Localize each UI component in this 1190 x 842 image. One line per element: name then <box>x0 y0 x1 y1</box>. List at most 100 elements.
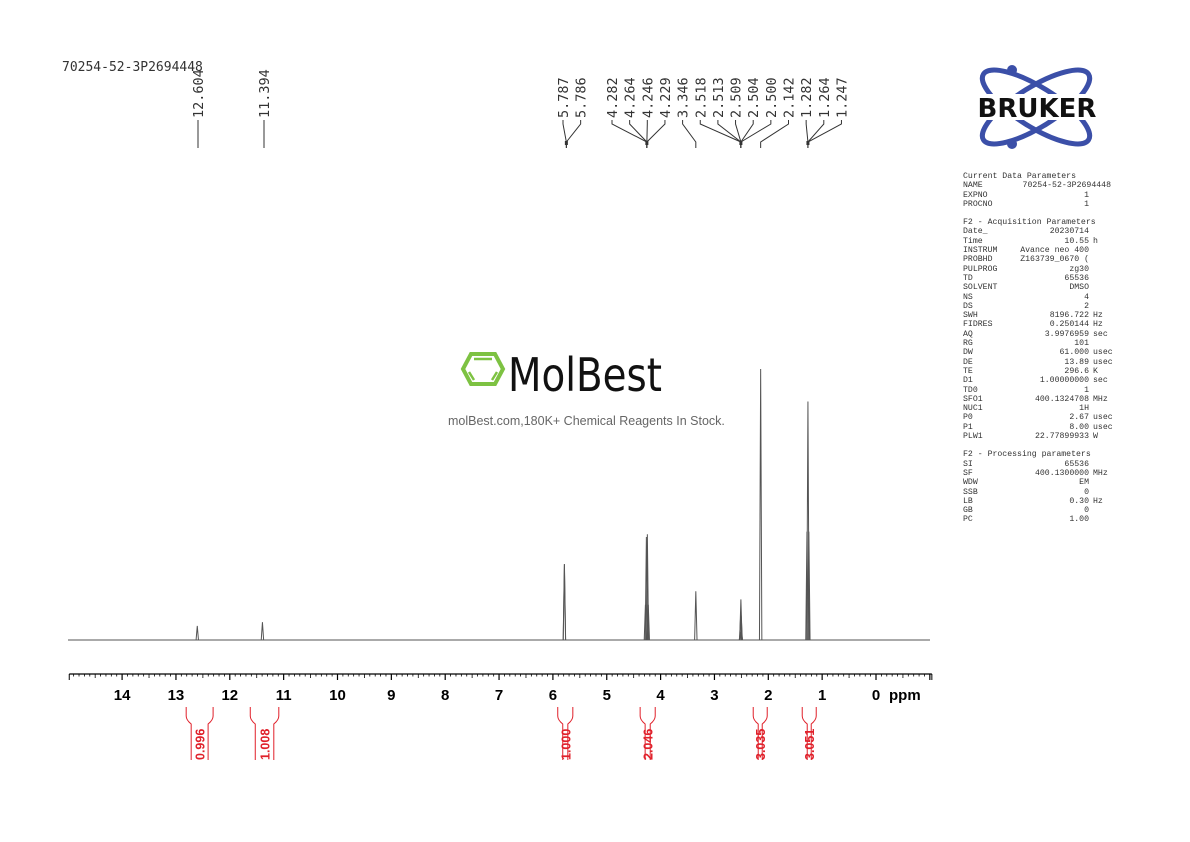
parameter-row: Time 10.55 h <box>963 237 1123 246</box>
parameter-name: P0 <box>963 413 973 423</box>
peak-label-leader <box>646 120 666 148</box>
parameter-unit: sec <box>1093 376 1108 386</box>
parameter-value: 3.9976959 <box>1044 329 1089 339</box>
peak-labels: 12.604 11.394 5.787 5.786 4.282 4.264 4.246 4.2… <box>191 69 850 148</box>
peak-label-leader <box>807 120 842 148</box>
integral-bracket <box>567 707 574 760</box>
integral-bracket <box>752 707 759 760</box>
x-axis-label: ppm <box>889 687 921 704</box>
peak-label-junction <box>806 141 810 145</box>
parameter-row: TE 296.6 K <box>963 367 1123 376</box>
parameter-unit <box>1089 293 1093 302</box>
parameter-name: DE <box>963 357 973 367</box>
parameter-value: 2 <box>1084 301 1089 311</box>
parameter-value: Avance neo 400 <box>1020 246 1089 256</box>
parameter-row: P0 2.67 usec <box>963 413 1123 422</box>
tick-label: 0 <box>872 687 880 704</box>
spectrum-peak <box>694 591 698 641</box>
parameter-section-heading: F2 - Processing parameters <box>963 450 1091 460</box>
parameter-row: PROCNO 1 <box>963 200 1123 209</box>
parameter-row: NAME 70254-52-3P2694448 <box>963 181 1123 190</box>
parameter-name: TE <box>963 366 973 376</box>
tick-label: 7 <box>495 687 503 704</box>
tick-label: 12 <box>221 687 238 704</box>
parameter-value: 70254-52-3P2694448 <box>1022 181 1111 191</box>
parameter-name: PROCNO <box>963 199 993 209</box>
parameter-row: Date_ 20230714 <box>963 227 1123 236</box>
parameter-name: INSTRUM <box>963 246 998 256</box>
spectrum-peak <box>260 622 265 641</box>
parameter-unit: W <box>1093 432 1098 442</box>
parameter-row: SWH 8196.722 Hz <box>963 311 1123 320</box>
peak-label-leader <box>717 120 742 148</box>
parameter-value: 22.77899933 <box>1034 432 1089 442</box>
parameter-row: RG 101 <box>963 339 1123 348</box>
peak-label-junction <box>564 141 568 145</box>
peak-label: 1.264 <box>817 77 833 118</box>
parameter-unit: usec <box>1093 357 1113 367</box>
integral-bracket <box>185 707 192 760</box>
spectrum-peak <box>562 564 567 641</box>
tick-label: 14 <box>114 687 131 704</box>
acquisition-parameters-panel: Current Data Parameters NAME 70254-52-3P26… <box>963 172 1123 525</box>
parameter-unit: MHz <box>1093 394 1108 404</box>
tick-label: 11 <box>276 687 292 704</box>
bruker-logo: BRUKER <box>958 65 1116 149</box>
bruker-logo-text: BRUKER <box>978 94 1097 124</box>
parameter-unit <box>1089 274 1093 283</box>
parameter-value: 8196.722 <box>1049 311 1089 321</box>
parameter-value: 0.30 <box>1069 496 1089 506</box>
integrals: 0.996 1.008 1.000 2.046 3.035 3.051 <box>185 707 817 760</box>
parameter-unit <box>1089 386 1093 395</box>
parameter-name: LB <box>963 496 973 506</box>
parameter-value: 1.00 <box>1069 515 1089 525</box>
parameter-name: SF <box>963 468 973 478</box>
parameter-row: WDW EM <box>963 478 1123 487</box>
peak-label-leader <box>807 120 825 148</box>
spectrum-peak <box>739 615 743 641</box>
parameter-row: LB 0.30 Hz <box>963 497 1123 506</box>
parameter-unit <box>1089 339 1093 348</box>
parameter-name: GB <box>963 506 973 516</box>
parameter-unit <box>1089 246 1093 255</box>
integral-value: 2.046 <box>642 729 656 760</box>
parameter-name: TD0 <box>963 385 978 395</box>
parameter-unit: MHz <box>1093 468 1108 478</box>
parameter-unit <box>1089 302 1093 311</box>
tick-label: 2 <box>764 687 772 704</box>
peak-label-leader <box>682 120 697 148</box>
parameter-name: FIDRES <box>963 320 993 330</box>
integral-bracket <box>207 707 214 760</box>
parameter-row: SI 65536 <box>963 460 1123 469</box>
parameter-row: AQ 3.9976959 sec <box>963 330 1123 339</box>
parameter-row: GB 0 <box>963 506 1123 515</box>
parameter-unit <box>1089 283 1093 292</box>
parameter-name: DS <box>963 301 973 311</box>
peak-label: 2.500 <box>764 77 780 118</box>
parameter-row: SSB 0 <box>963 488 1123 497</box>
parameter-value: 61.000 <box>1059 348 1089 358</box>
parameter-value: 1 <box>1084 199 1089 209</box>
parameter-row: D1 1.00000000 sec <box>963 376 1123 385</box>
parameter-unit <box>1089 191 1093 200</box>
peak-label-leader <box>760 120 789 148</box>
peak-label-leader <box>740 120 772 148</box>
tick-label: 3 <box>710 687 718 704</box>
parameter-unit <box>1111 181 1115 190</box>
parameter-name: PULPROG <box>963 264 998 274</box>
parameter-unit <box>1089 506 1093 515</box>
parameter-row: EXPNO 1 <box>963 191 1123 200</box>
integral-bracket <box>273 707 280 760</box>
integral-bracket <box>649 707 656 760</box>
spectrum-peak <box>195 625 199 641</box>
integral-bracket <box>639 707 646 760</box>
integral-bracket <box>801 707 808 760</box>
parameter-name: Date_ <box>963 227 988 237</box>
parameter-unit <box>1089 515 1093 524</box>
parameter-unit <box>1089 255 1093 264</box>
parameter-value: EM <box>1079 478 1089 488</box>
molbest-logo: MolBest <box>460 348 662 402</box>
parameter-unit: usec <box>1093 348 1113 358</box>
peak-label-leader <box>699 120 742 148</box>
